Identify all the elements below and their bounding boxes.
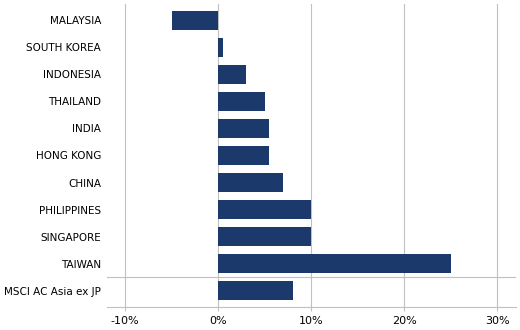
Bar [218, 173, 283, 192]
Bar [218, 65, 246, 84]
Bar [218, 227, 311, 246]
Bar [218, 38, 223, 57]
Bar [218, 200, 311, 219]
Bar [218, 92, 265, 111]
Bar [172, 11, 218, 30]
Bar [218, 254, 451, 273]
Bar [218, 146, 269, 165]
Bar [218, 119, 269, 138]
Bar [218, 281, 293, 300]
